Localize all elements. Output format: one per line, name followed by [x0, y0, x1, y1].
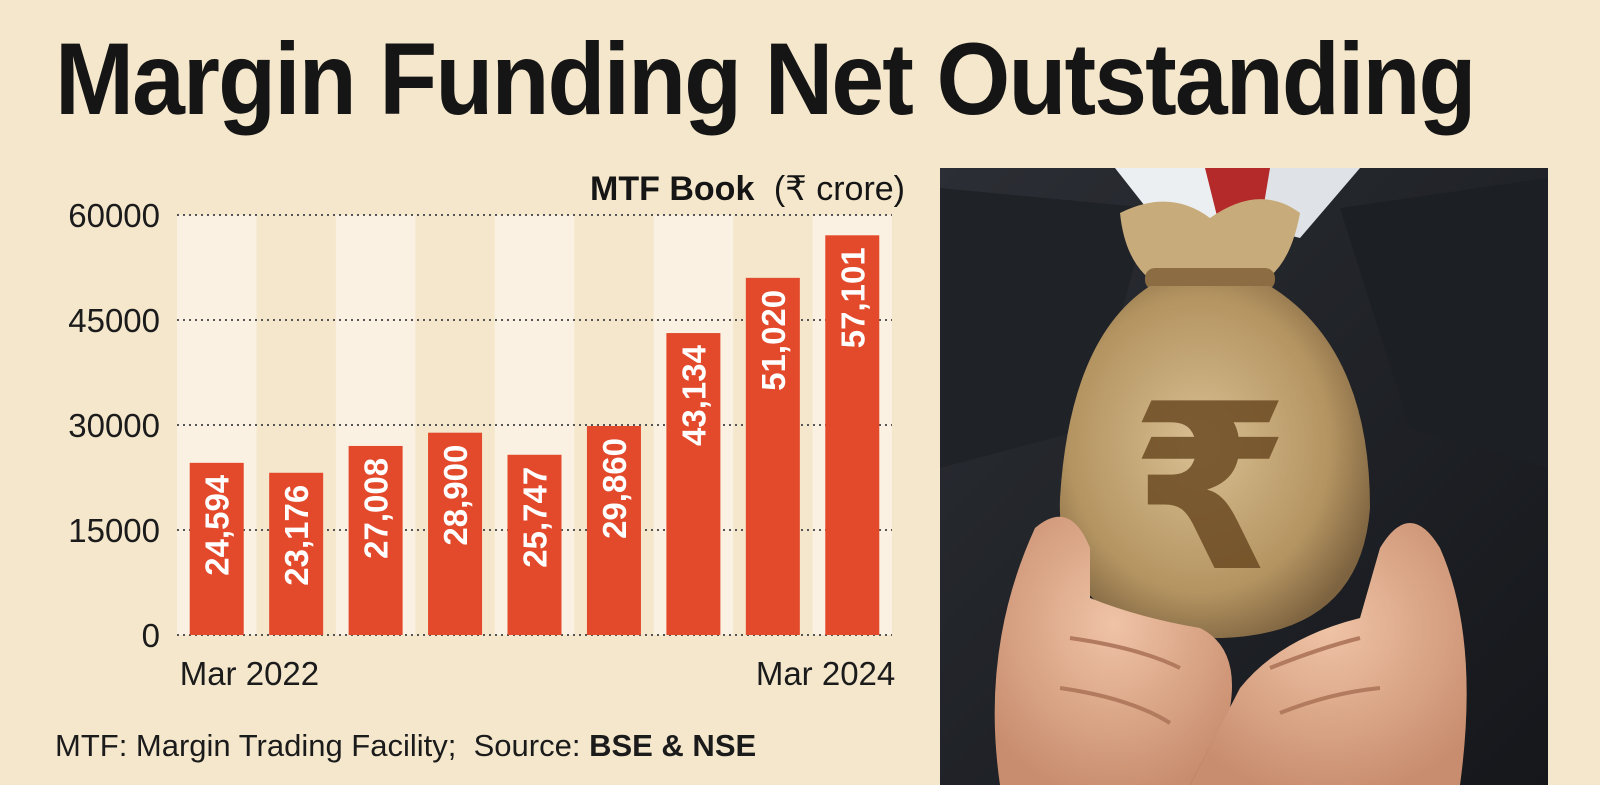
- left-hand: [994, 516, 1232, 785]
- bar-value-label: 51,020: [755, 290, 792, 391]
- footnote-definition: MTF: Margin Trading Facility;: [55, 728, 457, 763]
- lapel-right: [1340, 178, 1548, 468]
- bar: [428, 432, 483, 635]
- chart-title: Margin Funding Net Outstanding: [55, 22, 1476, 136]
- bar: [269, 472, 324, 635]
- y-tick-label: 60000: [68, 197, 160, 234]
- y-tick-label: 15000: [68, 512, 160, 549]
- bar-value-label: 27,008: [358, 458, 395, 559]
- bar: [745, 277, 800, 635]
- bar-value-label: 43,134: [675, 344, 712, 446]
- y-tick-label: 0: [142, 617, 160, 654]
- footnote-source-value: BSE & NSE: [589, 728, 757, 763]
- chart-subtitle: MTF Book (₹ crore): [590, 170, 905, 208]
- chart-subtitle-title: MTF Book: [590, 170, 754, 208]
- bar-chart: MTF Book (₹ crore) 0 15000 30000 45000 60000…: [68, 170, 905, 692]
- bar: [586, 425, 641, 635]
- x-tick-label: Mar 2024: [756, 655, 895, 692]
- money-bag: [1059, 286, 1370, 639]
- bar: [507, 454, 562, 635]
- bar: [189, 462, 244, 635]
- x-axis: Mar 2022 Mar 2024: [180, 655, 896, 692]
- bar: [348, 445, 403, 635]
- rupee-symbol-icon: ₹: [1130, 356, 1290, 623]
- y-axis: 0 15000 30000 45000 60000: [68, 197, 160, 654]
- bar: [666, 333, 721, 635]
- bar-value-label: 57,101: [834, 247, 871, 348]
- bar-value-label: 24,594: [199, 474, 236, 576]
- finger-lines: [1059, 636, 1381, 725]
- data-labels: 24,594 23,176 27,008 28,900 25,747 29,860 43,1…: [199, 247, 872, 585]
- bar-value-label: 29,860: [596, 438, 633, 539]
- bar-value-label: 28,900: [437, 445, 474, 546]
- y-tick-label: 45000: [68, 302, 160, 339]
- bar-value-label: 25,747: [517, 467, 554, 568]
- bar-value-label: 23,176: [278, 485, 315, 586]
- bars: [189, 235, 880, 635]
- bar: [825, 235, 880, 635]
- y-tick-label: 30000: [68, 407, 160, 444]
- right-hand: [1190, 523, 1467, 785]
- bag-tie: [1145, 268, 1275, 290]
- money-bag-photo: ₹: [940, 168, 1548, 785]
- bag-neck: [1120, 199, 1300, 283]
- footnote-source-label: Source:: [473, 728, 581, 763]
- chart-subtitle-unit: (₹ crore): [774, 170, 905, 208]
- footnote: MTF: Margin Trading Facility; Source: BS…: [55, 728, 756, 764]
- x-tick-label: Mar 2022: [180, 655, 319, 692]
